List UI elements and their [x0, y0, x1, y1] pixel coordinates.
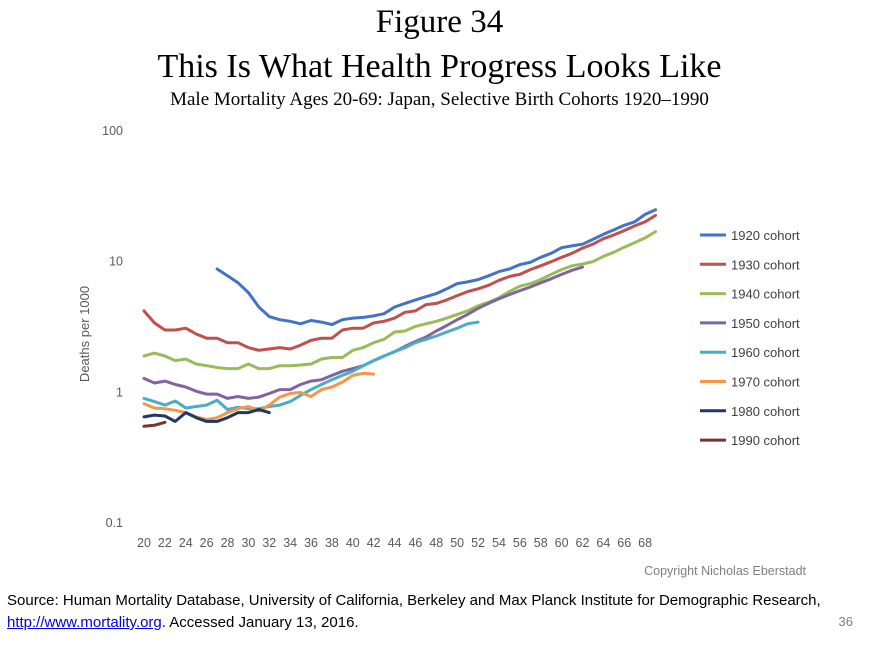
- x-tick-label: 48: [429, 536, 443, 550]
- series-line: [142, 320, 480, 411]
- legend-label: 1940 cohort: [731, 287, 800, 302]
- legend-label: 1930 cohort: [731, 257, 800, 272]
- y-tick-label: 100: [102, 124, 123, 138]
- x-tick-label: 64: [596, 536, 610, 550]
- x-tick-label: 36: [304, 536, 318, 550]
- x-tick-label: 24: [179, 536, 193, 550]
- copyright-note: Copyright Nicholas Eberstadt: [644, 564, 806, 578]
- y-tick-label: 0.1: [106, 516, 123, 530]
- x-tick-label: 50: [450, 536, 464, 550]
- series-lines: [142, 208, 658, 428]
- x-tick-label: 46: [408, 536, 422, 550]
- x-tick-label: 66: [617, 536, 631, 550]
- x-tick-label: 30: [241, 536, 255, 550]
- legend-label: 1960 cohort: [731, 345, 800, 360]
- legend-label: 1950 cohort: [731, 316, 800, 331]
- x-tick-label: 22: [158, 536, 172, 550]
- x-tick-label: 56: [513, 536, 527, 550]
- series-line: [215, 208, 658, 327]
- x-tick-label: 44: [388, 536, 402, 550]
- x-tick-label: 60: [555, 536, 569, 550]
- legend-label: 1980 cohort: [731, 404, 800, 419]
- x-tick-label: 40: [346, 536, 360, 550]
- y-tick-label: 10: [109, 255, 123, 269]
- x-tick-label: 20: [137, 536, 151, 550]
- x-tick-label: 26: [200, 536, 214, 550]
- legend-label: 1920 cohort: [731, 228, 800, 243]
- x-tick-label: 42: [367, 536, 381, 550]
- x-tick-label: 52: [471, 536, 485, 550]
- x-tick-label: 58: [534, 536, 548, 550]
- x-tick-label: 68: [638, 536, 652, 550]
- mortality-line-chart: 0.1 1 10 100 20 22 24 26 28 30 32 34 36 38 40 42 44 46 48…: [77, 124, 800, 550]
- series-line: [142, 408, 271, 423]
- source-note: Source: Human Mortality Database, Univer…: [7, 590, 847, 634]
- x-axis-ticks: 20 22 24 26 28 30 32 34 36 38 40 42 44 46 48 50 52 54 56 58…: [137, 536, 652, 550]
- series-line: [142, 420, 167, 428]
- page-number: 36: [838, 614, 853, 629]
- series-line: [142, 230, 658, 371]
- source-link[interactable]: http://www.mortality.org: [7, 614, 162, 631]
- y-axis-label: Deaths per 1000: [77, 286, 92, 382]
- x-tick-label: 32: [262, 536, 276, 550]
- legend-label: 1970 cohort: [731, 375, 800, 390]
- y-axis-ticks: 0.1 1 10 100: [102, 124, 123, 530]
- series-line: [142, 213, 658, 352]
- x-tick-label: 62: [576, 536, 590, 550]
- y-tick-label: 1: [116, 385, 123, 399]
- source-accessed: . Accessed January 13, 2016.: [161, 614, 359, 631]
- x-tick-label: 34: [283, 536, 297, 550]
- x-tick-label: 54: [492, 536, 506, 550]
- figure-label: Figure 34: [375, 4, 504, 40]
- legend-label: 1990 cohort: [731, 433, 800, 448]
- x-tick-label: 28: [221, 536, 235, 550]
- legend: 1920 cohort 1930 cohort 1940 cohort 1950 co…: [700, 228, 800, 448]
- chart-subtitle: Male Mortality Ages 20-69: Japan, Select…: [170, 89, 709, 110]
- x-tick-label: 38: [325, 536, 339, 550]
- source-text: Source: Human Mortality Database, Univer…: [7, 592, 821, 609]
- slide-title: This Is What Health Progress Looks Like: [157, 48, 722, 85]
